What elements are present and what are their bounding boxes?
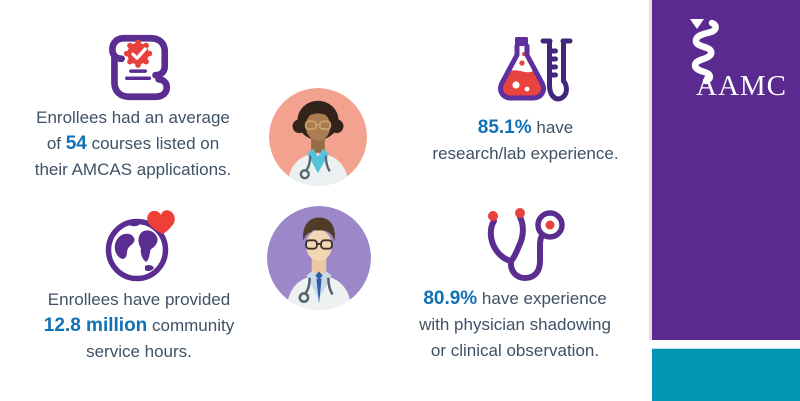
stat-courses-text: Enrollees had an average of 54 courses l… [9,105,257,183]
stat-line: research/lab experience. [432,144,619,163]
stat-service-value: 12.8 million [43,315,148,336]
stat-service-text: Enrollees have provided 12.8 million com… [15,287,263,365]
brand-purple-band: AAMC [652,0,800,340]
stat-line: service hours. [86,342,192,361]
globe-heart-icon [105,210,175,282]
stat-line: 85.1% have [477,117,574,138]
stat-line: Enrollees have provided [47,290,231,309]
brand-teal-band [652,348,800,401]
stat-shadowing-value: 80.9% [423,288,478,309]
stat-courses-value: 54 [65,133,87,154]
female-doctor-avatar [269,88,367,186]
male-doctor-avatar [267,206,371,310]
band-divider [649,0,652,340]
stat-line: of 54 courses listed on [46,133,220,154]
stat-shadowing-text: 80.9% have experience with physician sha… [395,286,635,364]
flask-test-tube-icon [498,37,573,102]
stethoscope-icon [487,208,565,282]
stat-line: their AMCAS applications. [34,160,232,179]
aamc-logo: AAMC [682,14,790,102]
stat-line: 80.9% have experience [423,288,607,309]
stat-line: with physician shadowing [419,315,611,334]
stat-line: 12.8 million community [43,315,235,336]
rod-of-asclepius-icon [690,19,719,85]
stat-line: Enrollees had an average [36,108,230,127]
scroll-certificate-icon [109,34,171,101]
stat-research-value: 85.1% [477,117,532,138]
stat-research-text: 85.1% have research/lab experience. [408,115,643,167]
aamc-logo-text: AAMC [696,70,788,102]
stat-line: or clinical observation. [430,341,600,360]
